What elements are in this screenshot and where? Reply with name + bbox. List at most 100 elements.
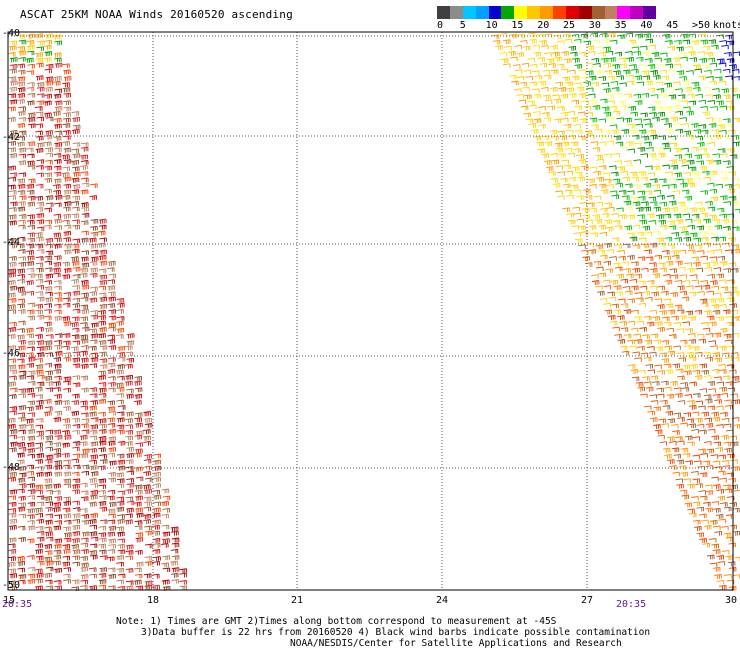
wind-barb	[134, 434, 143, 440]
wind-barb	[700, 302, 709, 308]
wind-barb	[616, 207, 624, 212]
wind-barb	[62, 507, 71, 513]
wind-barb	[54, 315, 62, 321]
wind-barb	[732, 117, 740, 123]
wind-barb	[680, 100, 689, 105]
wind-barb	[72, 153, 81, 159]
wind-barb	[62, 573, 71, 579]
wind-barb	[585, 62, 593, 68]
wind-barb	[651, 52, 660, 57]
wind-barb	[649, 262, 657, 267]
legend-swatch	[449, 6, 463, 19]
wind-barb	[694, 525, 702, 531]
wind-barb	[144, 477, 153, 483]
wind-barb	[18, 50, 27, 56]
wind-barb	[26, 40, 35, 45]
wind-barb	[53, 368, 62, 374]
wind-barb	[618, 57, 627, 63]
wind-barb	[598, 165, 607, 170]
legend-tick-label: 20	[537, 20, 550, 31]
wind-barb	[80, 585, 88, 590]
wind-barb	[116, 567, 125, 573]
wind-barb	[89, 345, 97, 351]
wind-barb	[108, 585, 116, 591]
wind-barb	[44, 308, 52, 314]
wind-barb	[599, 297, 608, 303]
wind-barb	[582, 256, 590, 261]
wind-barb	[619, 82, 627, 87]
wind-barb	[35, 135, 44, 141]
wind-barb	[81, 562, 89, 568]
wind-barb	[126, 452, 134, 459]
wind-barb	[35, 123, 43, 129]
wind-barb	[732, 51, 740, 56]
wind-barb	[628, 105, 636, 111]
wind-barb	[603, 87, 611, 93]
wind-barb	[72, 273, 81, 279]
wind-barb	[719, 261, 728, 266]
wind-barb	[730, 352, 739, 357]
wind-barb	[626, 232, 635, 238]
wind-barb	[107, 422, 116, 428]
wind-barb	[637, 369, 646, 375]
wind-barb	[593, 260, 602, 266]
wind-barb	[537, 57, 545, 62]
wind-barb	[639, 327, 647, 332]
wind-barb	[681, 123, 689, 128]
wind-barb	[691, 40, 700, 45]
wind-barb	[63, 267, 72, 273]
wind-barb	[725, 381, 734, 386]
wind-barb	[552, 182, 561, 188]
wind-barb	[732, 93, 740, 99]
wind-barb	[72, 308, 81, 314]
wind-barb	[90, 286, 98, 292]
wind-barb	[693, 219, 702, 224]
wind-barb	[519, 81, 528, 87]
wind-barb	[107, 440, 116, 446]
wind-barb	[691, 279, 699, 284]
wind-barb	[716, 297, 724, 303]
wind-barb	[554, 56, 562, 62]
wind-barb	[619, 214, 627, 220]
wind-barb	[603, 178, 612, 184]
wind-barb	[26, 261, 35, 267]
wind-barb	[108, 471, 116, 477]
wind-barb	[650, 400, 659, 405]
wind-barb	[684, 435, 693, 441]
wind-barb	[681, 296, 690, 302]
wind-barb	[679, 182, 688, 188]
wind-barb	[661, 358, 669, 364]
wind-barb	[615, 291, 623, 296]
wind-barb	[27, 525, 36, 531]
wind-barb	[730, 484, 738, 490]
wind-barb	[687, 249, 696, 254]
wind-barb	[649, 417, 658, 423]
wind-barb	[667, 459, 675, 465]
wind-barb	[565, 170, 573, 176]
wind-barb	[541, 111, 550, 117]
wind-barb	[62, 442, 70, 448]
wind-barb	[117, 364, 125, 370]
wind-barb	[27, 302, 36, 308]
wind-barb	[708, 388, 716, 393]
wind-barb	[728, 196, 737, 201]
wind-barb	[684, 153, 692, 159]
wind-barb	[522, 86, 530, 92]
wind-barb	[698, 124, 707, 129]
wind-barb	[98, 382, 107, 387]
wind-barb	[54, 159, 62, 164]
wind-barb	[726, 472, 734, 477]
wind-barb	[635, 297, 644, 302]
wind-barb	[712, 219, 721, 224]
wind-barb	[27, 429, 36, 435]
legend-tick-label: 35	[614, 20, 627, 31]
wind-barb	[134, 375, 142, 381]
wind-barb	[90, 267, 98, 273]
wind-barb	[134, 452, 142, 458]
wind-barb	[635, 206, 644, 212]
wind-barb	[687, 93, 695, 99]
wind-barb	[107, 406, 116, 412]
wind-barb	[45, 273, 53, 279]
wind-barb	[693, 460, 702, 465]
wind-barb	[606, 140, 615, 146]
